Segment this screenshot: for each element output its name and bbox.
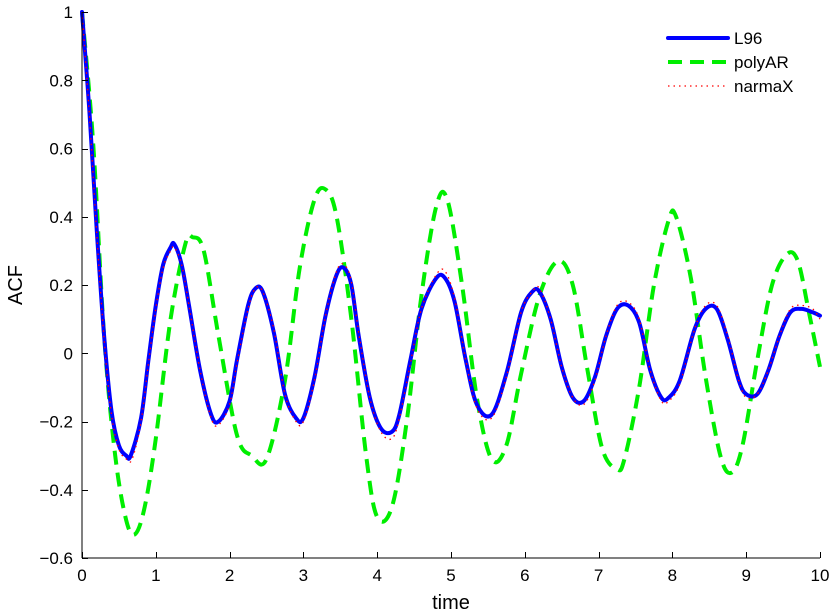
y-tick-label: 0.8 <box>49 71 73 90</box>
x-tick-label: 10 <box>811 566 830 585</box>
x-tick-label: 2 <box>225 566 234 585</box>
y-tick-label: −0.6 <box>39 549 73 568</box>
series-line-l96 <box>80 10 822 461</box>
series-line-polyar <box>80 11 822 537</box>
series-line-narmax <box>81 11 821 463</box>
legend: L96 polyAR narmaX <box>666 29 794 96</box>
legend-label-polyar: polyAR <box>734 53 789 72</box>
y-tick-label: 0.4 <box>49 208 73 227</box>
y-tick-label: 0 <box>64 344 73 363</box>
x-tick-label: 5 <box>446 566 455 585</box>
x-tick-label: 0 <box>77 566 86 585</box>
x-axis-title: time <box>432 592 470 614</box>
x-tick-label: 7 <box>594 566 603 585</box>
y-tick-label: 0.2 <box>49 276 73 295</box>
axes-layer: 0 1 2 3 4 5 6 7 8 9 10 −0.6 −0.4 −0.2 0 0.2 0.4 0.6 0.8 1 <box>39 3 829 585</box>
y-tick-label: 1 <box>64 3 73 22</box>
x-tick-label: 9 <box>741 566 750 585</box>
legend-label-narmax: narmaX <box>734 77 794 96</box>
y-tick-label: 0.6 <box>49 140 73 159</box>
y-axis-title: ACF <box>5 265 27 305</box>
x-tick-label: 8 <box>668 566 677 585</box>
x-tick-label: 3 <box>299 566 308 585</box>
x-tick-label: 6 <box>520 566 529 585</box>
x-tick-label: 1 <box>151 566 160 585</box>
y-tick-label: −0.2 <box>39 413 73 432</box>
series-layer <box>80 10 822 537</box>
legend-label-l96: L96 <box>734 29 762 48</box>
y-tick-label: −0.4 <box>39 481 73 500</box>
x-tick-label: 4 <box>372 566 381 585</box>
